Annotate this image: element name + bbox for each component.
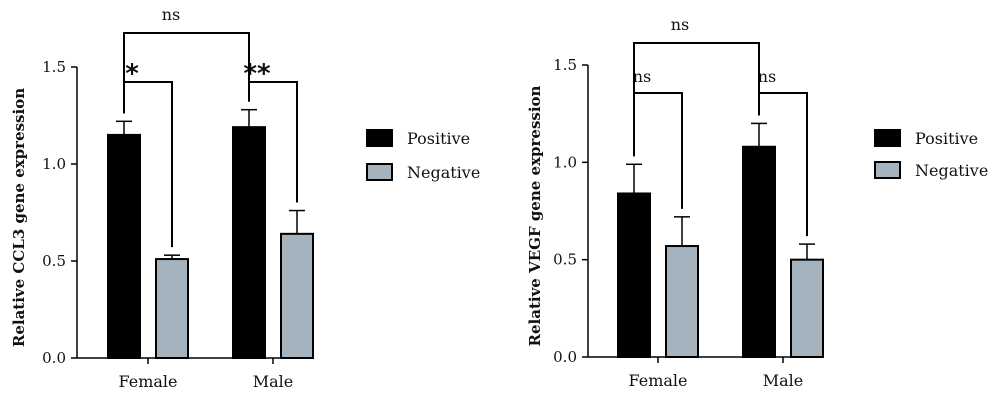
legend-label-positive: Positive xyxy=(407,129,470,148)
legend-label-positive: Positive xyxy=(915,129,978,148)
significance-label: ** xyxy=(243,59,271,89)
y-tick-label: 0.5 xyxy=(42,252,66,270)
bar-positive-female xyxy=(107,133,141,359)
y-tick-label: 0.0 xyxy=(42,349,66,367)
legend-swatch-negative xyxy=(366,163,393,181)
y-tick-label: 0.5 xyxy=(553,251,577,269)
bar-positive-male xyxy=(232,126,266,359)
bar-negative-male xyxy=(280,232,314,359)
x-tick-label: Male xyxy=(253,372,294,391)
bar-negative-female xyxy=(665,245,699,358)
y-axis-label: Relative VEGF gene expression xyxy=(526,85,544,346)
significance-label: ns xyxy=(758,67,777,86)
legend-swatch-positive xyxy=(366,129,393,147)
legend-label-negative: Negative xyxy=(915,161,988,180)
y-tick-label: 1.0 xyxy=(553,153,577,171)
y-tick-label: 0.0 xyxy=(553,348,577,366)
y-tick-label: 1.0 xyxy=(42,155,66,173)
bar-negative-female xyxy=(155,258,189,359)
bar-positive-female xyxy=(617,192,651,358)
significance-label: ns xyxy=(162,5,181,24)
significance-label: ns xyxy=(633,67,652,86)
x-tick-label: Female xyxy=(629,371,688,390)
significance-label: * xyxy=(125,59,139,89)
bar-negative-male xyxy=(790,258,824,358)
y-tick-label: 1.5 xyxy=(553,56,577,74)
y-axis-label: Relative CCL3 gene expression xyxy=(10,88,28,347)
legend-swatch-positive xyxy=(874,129,901,147)
significance-bracket xyxy=(123,32,250,114)
x-tick-label: Female xyxy=(119,372,178,391)
ccl3-chart-panel: 0.0 0.5 1.0 1.5 Female Male Relative CCL3 gene… xyxy=(10,5,480,391)
x-tick-label: Male xyxy=(763,371,804,390)
legend-label-negative: Negative xyxy=(407,163,480,182)
significance-bracket xyxy=(633,92,683,209)
y-tick-label: 1.5 xyxy=(42,58,66,76)
legend-swatch-negative xyxy=(874,161,901,179)
significance-bracket xyxy=(633,42,760,157)
vegf-chart-panel: 0.0 0.5 1.0 1.5 Female Male Relative VEGF gene… xyxy=(526,15,988,390)
bar-positive-male xyxy=(742,145,776,358)
significance-label: ns xyxy=(671,15,690,34)
